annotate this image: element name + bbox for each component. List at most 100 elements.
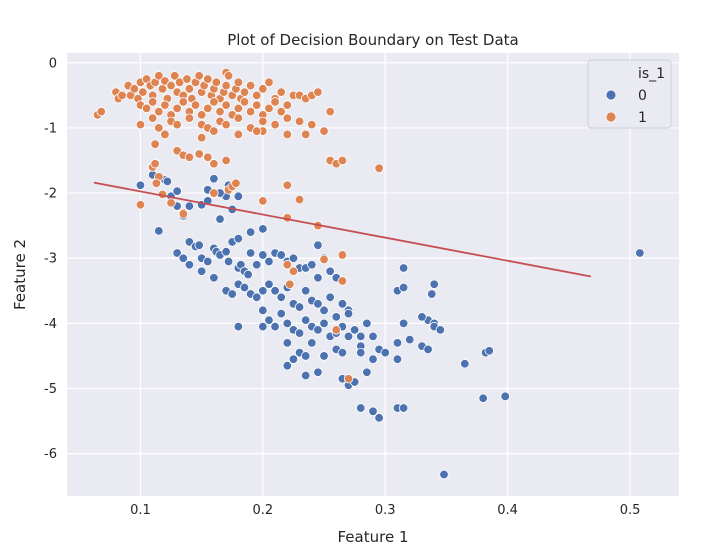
point-class-1 bbox=[150, 139, 160, 149]
legend-title: is_1 bbox=[638, 66, 665, 82]
x-tick-label: 0.1 bbox=[130, 503, 151, 518]
point-class-1 bbox=[233, 103, 244, 114]
point-class-0 bbox=[337, 299, 348, 309]
point-class-0 bbox=[282, 318, 293, 329]
point-class-1 bbox=[147, 97, 158, 107]
point-class-0 bbox=[184, 260, 195, 270]
point-class-1 bbox=[313, 87, 323, 97]
point-class-1 bbox=[258, 116, 268, 127]
point-class-0 bbox=[233, 321, 244, 332]
x-tick-label: 0.5 bbox=[620, 503, 641, 518]
point-class-1 bbox=[203, 74, 213, 84]
point-class-1 bbox=[221, 100, 231, 110]
point-class-1 bbox=[300, 129, 311, 140]
decision-boundary-line bbox=[93, 181, 592, 278]
point-class-1 bbox=[282, 100, 293, 110]
point-class-0 bbox=[288, 354, 299, 364]
point-class-1 bbox=[135, 119, 146, 130]
point-class-1 bbox=[270, 119, 280, 130]
x-axis-label: Feature 1 bbox=[338, 528, 409, 546]
point-class-0 bbox=[172, 248, 182, 258]
point-class-1 bbox=[374, 163, 384, 174]
point-class-1 bbox=[223, 71, 234, 81]
y-tick-label: 0 bbox=[49, 56, 57, 71]
y-tick-label: -1 bbox=[44, 121, 57, 136]
point-class-0 bbox=[288, 253, 299, 263]
legend-marker-1 bbox=[605, 111, 617, 123]
point-class-0 bbox=[435, 325, 446, 335]
point-class-0 bbox=[313, 367, 323, 377]
point-class-1 bbox=[245, 80, 256, 91]
point-class-0 bbox=[258, 250, 268, 260]
point-class-1 bbox=[282, 129, 293, 140]
point-class-0 bbox=[245, 248, 256, 258]
point-class-0 bbox=[325, 266, 335, 276]
point-class-1 bbox=[231, 178, 241, 188]
point-class-0 bbox=[398, 318, 409, 329]
point-class-0 bbox=[635, 248, 645, 258]
point-class-0 bbox=[313, 325, 323, 335]
point-class-0 bbox=[439, 469, 449, 480]
point-class-0 bbox=[135, 180, 146, 190]
y-tick-label: -4 bbox=[44, 317, 57, 332]
point-class-1 bbox=[270, 97, 280, 107]
point-class-1 bbox=[252, 126, 262, 136]
point-class-0 bbox=[258, 321, 268, 332]
x-tick-label: 0.3 bbox=[375, 503, 396, 518]
point-class-1 bbox=[233, 113, 244, 123]
point-class-1 bbox=[294, 116, 305, 127]
point-class-0 bbox=[380, 347, 390, 358]
point-class-1 bbox=[209, 188, 219, 198]
y-tick-label: -2 bbox=[44, 187, 57, 202]
point-class-1 bbox=[160, 129, 170, 140]
point-class-0 bbox=[282, 338, 293, 348]
point-class-1 bbox=[160, 100, 170, 110]
point-class-1 bbox=[172, 119, 182, 130]
point-class-0 bbox=[264, 315, 274, 325]
point-class-1 bbox=[172, 103, 182, 114]
point-class-1 bbox=[215, 106, 225, 117]
point-class-1 bbox=[147, 113, 158, 123]
decision-boundary-layer bbox=[93, 181, 592, 278]
point-class-0 bbox=[264, 256, 274, 267]
point-class-1 bbox=[288, 266, 299, 276]
point-class-1 bbox=[233, 77, 244, 88]
point-class-1 bbox=[154, 106, 164, 117]
y-axis-label: Feature 2 bbox=[11, 239, 29, 310]
point-class-0 bbox=[392, 354, 403, 364]
point-class-1 bbox=[196, 132, 207, 143]
point-class-1 bbox=[184, 84, 195, 94]
point-class-1 bbox=[337, 155, 348, 166]
point-class-1 bbox=[245, 106, 256, 117]
point-class-1 bbox=[343, 374, 354, 384]
point-class-0 bbox=[362, 367, 372, 377]
point-class-1 bbox=[151, 178, 162, 188]
point-class-0 bbox=[252, 260, 262, 270]
point-class-1 bbox=[258, 196, 268, 206]
legend-marker-0 bbox=[605, 89, 617, 101]
point-class-0 bbox=[233, 233, 244, 244]
point-class-0 bbox=[276, 292, 286, 303]
point-class-1 bbox=[184, 152, 195, 162]
point-class-1 bbox=[211, 77, 222, 88]
y-tick-label: -3 bbox=[44, 252, 57, 267]
point-class-0 bbox=[313, 299, 323, 309]
point-class-1 bbox=[135, 200, 146, 210]
point-class-0 bbox=[307, 260, 317, 270]
point-class-1 bbox=[157, 84, 168, 94]
point-class-0 bbox=[258, 224, 268, 234]
point-class-1 bbox=[96, 106, 106, 117]
point-class-0 bbox=[331, 312, 341, 322]
point-class-1 bbox=[203, 152, 213, 162]
point-class-0 bbox=[162, 176, 173, 187]
point-class-0 bbox=[368, 331, 378, 342]
point-class-1 bbox=[154, 123, 164, 133]
point-class-0 bbox=[172, 186, 182, 196]
point-class-1 bbox=[221, 119, 231, 130]
point-class-0 bbox=[478, 393, 488, 403]
point-class-1 bbox=[178, 97, 188, 107]
point-class-0 bbox=[194, 240, 204, 250]
point-class-1 bbox=[184, 113, 195, 123]
point-class-0 bbox=[270, 286, 280, 296]
